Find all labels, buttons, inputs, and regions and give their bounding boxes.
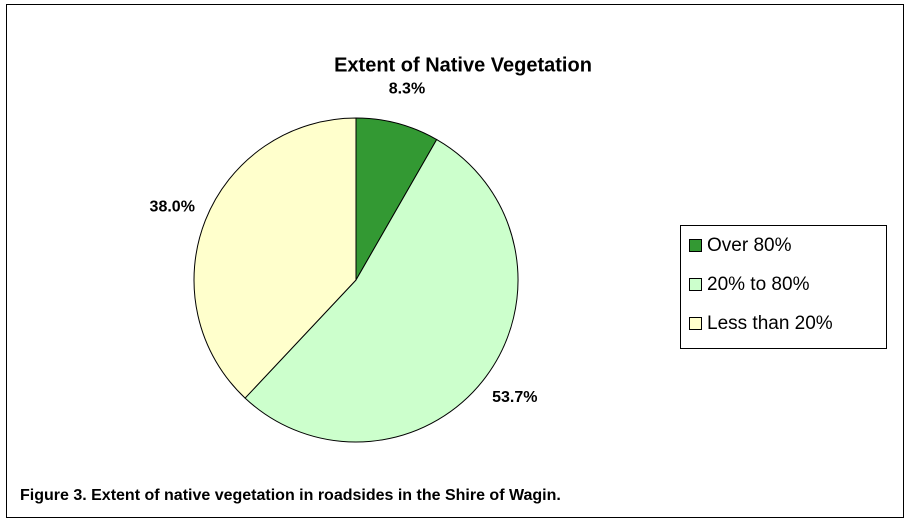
legend-box	[680, 225, 887, 349]
caption: Figure 3. Extent of native vegetation in…	[20, 487, 561, 504]
legend-label: Less than 20%	[707, 313, 833, 334]
chart-title: Extent of Native Vegetation	[334, 54, 592, 76]
pie-slice	[244, 138, 519, 443]
legend-swatch	[689, 278, 702, 291]
legend-swatch	[689, 239, 702, 252]
data-label: 38.0%	[150, 198, 195, 215]
pie-slice	[193, 117, 357, 399]
legend-label: 20% to 80%	[707, 274, 810, 295]
data-label: 8.3%	[389, 80, 425, 97]
data-label: 53.7%	[492, 389, 537, 406]
legend-label: Over 80%	[707, 235, 792, 256]
legend-swatch	[689, 317, 702, 330]
